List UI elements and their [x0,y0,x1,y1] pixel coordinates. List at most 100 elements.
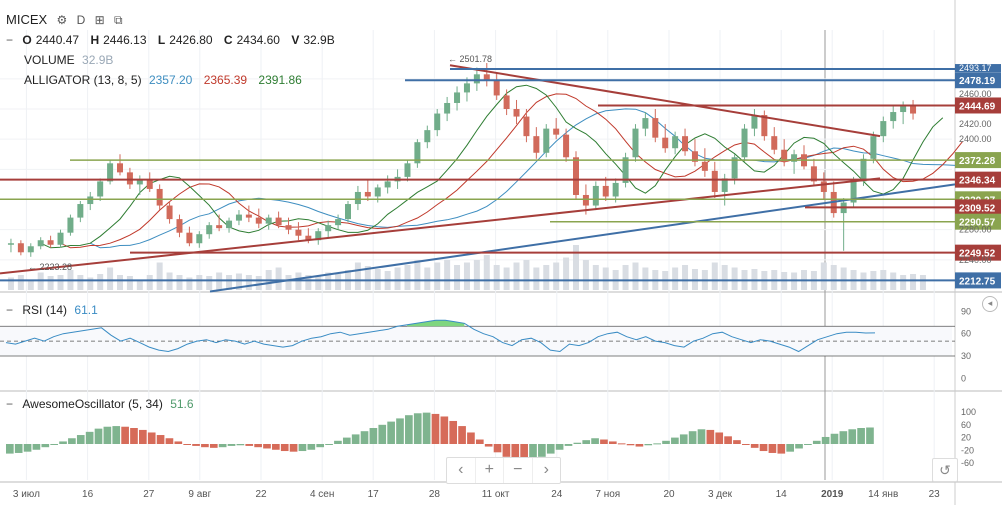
ohlc-low-label: L [157,33,166,47]
volume-bar [27,280,34,290]
ao-header[interactable]: − AwesomeOscillator (5, 34) 51.6 [6,397,202,411]
rsi-axis-label: 90 [961,306,971,316]
scroll-forward-button[interactable]: › [543,461,549,478]
ao-bar [573,442,582,444]
ohlc-close-label: C [223,33,233,47]
candle-body [543,128,550,153]
time-axis-label: 7 ноя [595,489,620,500]
candle-body [176,219,183,233]
price-axis-label: 2420.00 [959,119,992,129]
ohlc-volume-label: V [291,33,300,47]
candle-body [97,181,104,197]
ao-bar [467,432,475,444]
candle-body [632,128,639,158]
interval-label[interactable]: D [76,13,86,27]
ao-bar [653,443,661,445]
volume-row[interactable]: VOLUME 32.9B [24,53,121,67]
volume-bar [553,262,560,290]
compare-icon[interactable]: ⊞ [94,13,105,27]
candle-body [315,231,322,241]
price-level-tag [955,244,1001,261]
volume-bar [731,267,738,290]
candle-body [345,204,351,220]
ao-bar [316,444,325,448]
ao-bar [183,444,192,445]
volume-bar [820,262,827,290]
ticker-symbol[interactable]: MICEX [6,12,48,27]
candle-body [563,134,570,158]
volume-bar [146,275,153,290]
candle-body [444,102,451,114]
pane-expand-icon[interactable]: ◂ [982,296,998,312]
ao-bar [635,444,644,447]
gear-icon[interactable]: ⚙ [56,13,68,27]
ao-bar [14,444,23,453]
ao-bar [750,444,759,448]
scroll-back-button[interactable]: ‹ [447,458,476,483]
ao-bar [334,440,342,444]
volume-bar [533,267,540,290]
candle-body [890,112,897,122]
zoom-in-button[interactable]: + [476,458,504,483]
volume-bar [315,276,322,290]
collapse-icon[interactable]: − [6,397,14,411]
volume-bar [424,267,431,290]
ao-bar [245,444,254,446]
price-axis-label: 2280.00 [959,225,992,235]
price-level-label: 2372.28 [959,156,996,167]
ao-bar [582,440,591,444]
time-axis-label: 22 [255,489,267,500]
volume-bar [721,265,728,290]
ao-bar [351,434,360,444]
reset-chart-button[interactable]: ↺ [932,458,958,482]
ao-bar [555,444,564,450]
ao-bar [688,431,697,444]
alligator-row[interactable]: ALLIGATOR (13, 8, 5) 2357.20 2365.39 239… [24,73,310,87]
ao-bar [484,444,493,447]
fullscreen-icon[interactable]: ⧉ [114,13,123,27]
ao-bar [626,444,635,446]
candle-body [374,187,381,197]
candle-body [810,166,817,182]
ao-bar [733,440,741,444]
alligator-label: ALLIGATOR (13, 8, 5) [24,73,142,87]
volume-bar [543,265,550,290]
collapse-icon[interactable]: − [6,303,14,317]
candle-body [870,136,877,159]
volume-bar [17,275,24,290]
volume-bar [483,255,490,290]
volume-bar [622,265,629,290]
zoom-out-button[interactable]: − [504,458,533,483]
volume-bar [682,265,689,290]
time-axis-label: 28 [429,489,441,500]
volume-bar [107,267,114,290]
candle-body [771,136,778,150]
ohlc-open-label: O [22,33,32,47]
volume-bar [444,260,451,290]
ao-bar [564,444,573,446]
candle-body [166,205,173,220]
ao-bar [59,441,67,444]
candle-body [880,121,887,137]
rsi-header[interactable]: − RSI (14) 61.1 [6,303,106,317]
ao-bar [413,413,422,444]
candle-body [186,232,193,244]
price-level-label: 2493.17 [959,63,992,73]
price-level-tag [955,199,1001,216]
ao-bar [741,444,750,445]
ao-bar [121,426,129,444]
rsi-overbought-fill [407,320,465,327]
ao-bar [289,444,298,452]
price-level-tag [955,272,1001,289]
ohlc-high-value: 2446.13 [103,33,147,47]
trend-line-blue [209,183,956,293]
ao-bar [369,428,378,444]
collapse-icon[interactable]: − [6,33,14,47]
candle-body [751,115,758,129]
candle-body [860,158,867,182]
ao-bar [830,433,839,444]
volume-bar [454,265,461,290]
